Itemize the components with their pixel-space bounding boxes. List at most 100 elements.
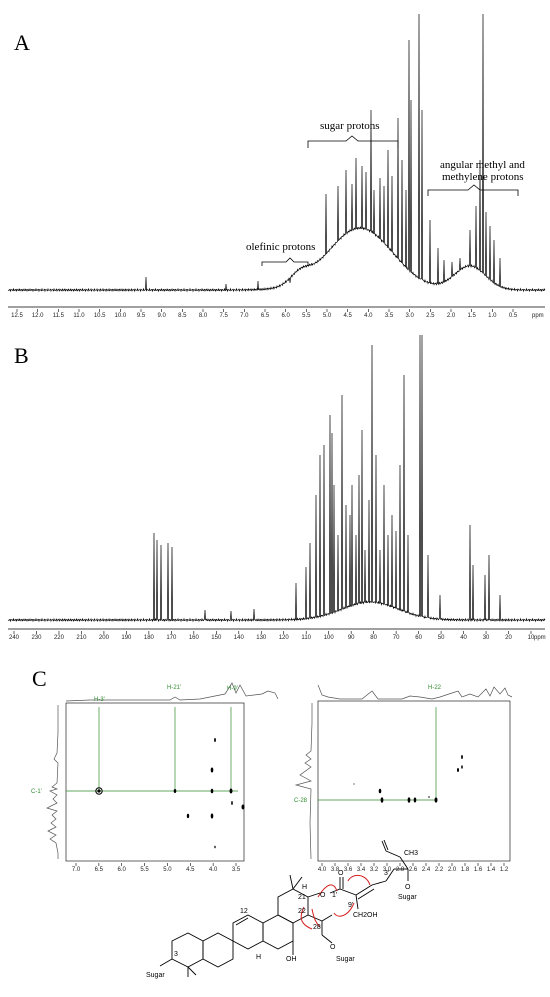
axis-tick-label: 6.0 (118, 867, 127, 873)
axis-tick-label: 7.0 (240, 313, 249, 319)
axis-tick-label: 9.0 (157, 313, 166, 319)
panel-b-spectrum: 240 230 220 210 200 190 180 170 160 150 140 130 120 1… (7, 335, 546, 641)
axis-tick-label: 12.5 (11, 313, 23, 319)
axis-tick-label: 100 (324, 635, 335, 641)
axis-tick-label: 6.0 (281, 313, 290, 319)
axis-tick-label: 9.5 (137, 313, 146, 319)
axis-tick-label: 6.5 (261, 313, 270, 319)
axis-tick-label: 10.5 (94, 313, 106, 319)
axis-tick-label: 2.5 (426, 313, 435, 319)
axis-tick-label: 3.8 (331, 867, 340, 873)
chemical-structure (159, 839, 409, 977)
axis-tick-label: 10.0 (114, 313, 126, 319)
panel-c-label: C (32, 666, 47, 691)
angular-label-2: methylene protons (442, 171, 524, 183)
h22-label: H-22 (428, 685, 442, 691)
h9-label: H-9' (227, 686, 238, 692)
struct-sugar-side: Sugar (398, 894, 417, 901)
axis-tick-label: 40 (460, 635, 467, 641)
h-nmr-trace (7, 13, 546, 293)
struct-12: 12 (240, 908, 248, 915)
hmbc-left-plot: H-3' H-21' H-9' C-1' 7.0 6.5 6.0 5.5 5.0 4.5 4… (31, 682, 279, 873)
struct-o-sugar-side: O (405, 884, 411, 891)
axis-tick-label: 2.4 (422, 867, 431, 873)
axis-tick-label: 1.4 (487, 867, 496, 873)
axis-tick-label: 2.0 (448, 867, 457, 873)
axis-tick-label: 1.6 (474, 867, 483, 873)
axis-unit-label: ppm (534, 635, 546, 641)
axis-tick-label: 30 (483, 635, 490, 641)
olefinic-label: olefinic protons (246, 241, 315, 253)
axis-tick-label: 110 (301, 635, 311, 641)
axis-tick-label: 8.5 (178, 313, 187, 319)
axis-tick-label: 3.2 (370, 867, 379, 873)
panel-a: A 12.5 12.0 11.5 11.0 10.5 10.0 9.5 9.0 8.5 8.0 7.… (0, 0, 550, 335)
axis-tick-label: 4.0 (364, 313, 373, 319)
axis-tick-label: 90 (348, 635, 355, 641)
struct-9prime: 9' (348, 902, 353, 909)
axis-tick-label: 0.5 (509, 313, 518, 319)
struct-21: 21 (298, 894, 306, 901)
hmbc-spectra: H-3' H-21' H-9' C-1' 7.0 6.5 6.0 5.5 5.0 4.5 4… (31, 682, 513, 979)
axis-tick-label: 3.0 (405, 313, 414, 319)
olefinic-bracket (261, 257, 309, 266)
c-nmr-trace (7, 335, 546, 623)
axis-tick-label: 2.8 (396, 867, 405, 873)
struct-o-carbonyl: O (338, 870, 344, 877)
axis-tick-label: 120 (279, 635, 290, 641)
axis-tick-label: 60 (415, 635, 422, 641)
panel-b-label: B (14, 343, 29, 368)
hmbc-right-plot: H-22 C-28 4.0 3.8 3.6 3.4 3.2 3.0 2.8 2.6 2.4 2.2… (294, 684, 513, 873)
axis-tick-label: 4.0 (209, 867, 218, 873)
struct-ch3: CH3 (404, 850, 418, 857)
axis-tick-label: 160 (189, 635, 200, 641)
angular-bracket (427, 184, 519, 196)
sugar-bracket (307, 135, 399, 148)
axis-tick-label: 5.5 (140, 867, 149, 873)
c28-label: C-28 (294, 798, 308, 804)
axis-tick-label: 130 (256, 635, 267, 641)
c1-label: C-1' (31, 789, 42, 795)
axis-tick-label: 7.0 (72, 867, 81, 873)
axis-tick-label: 20 (505, 635, 512, 641)
axis-tick-label: 5.0 (323, 313, 332, 319)
axis-unit-label: ppm (532, 313, 544, 319)
axis-tick-label: 210 (76, 635, 87, 641)
axis-tick-label: 6.5 (95, 867, 104, 873)
struct-h-top: H (302, 884, 307, 891)
struct-o-28: O (330, 944, 336, 951)
axis-tick-label: 5.5 (302, 313, 311, 319)
struct-oh: OH (286, 956, 297, 963)
axis-tick-label: 1.0 (488, 313, 497, 319)
struct-h-bottom: H (256, 954, 261, 961)
axis-tick-label: 4.5 (343, 313, 352, 319)
axis-tick-label: 2.0 (447, 313, 456, 319)
struct-sugar-3: Sugar (146, 972, 165, 979)
struct-o-ester: O (320, 892, 326, 899)
struct-sugar-28: Sugar (336, 956, 355, 963)
axis-tick-label: 3.5 (385, 313, 394, 319)
axis-tick-label: 5.0 (163, 867, 172, 873)
panel-b: B 240 230 220 210 200 190 180 170 160 150 140 130 12… (0, 335, 550, 670)
axis-tick-label: 230 (31, 635, 42, 641)
axis-tick-label: 3.0 (383, 867, 392, 873)
axis-tick-label: 1.5 (467, 313, 476, 319)
struct-ch2oh: CH2OH (353, 912, 378, 919)
panel-a-label: A (14, 30, 30, 55)
axis-tick-label: 7.5 (219, 313, 228, 319)
axis-tick-label: 70 (393, 635, 400, 641)
axis-tick-label: 2.2 (435, 867, 444, 873)
axis-tick-label: 1.2 (500, 867, 509, 873)
axis-tick-label: 240 (9, 635, 20, 641)
h3-label: H-3' (94, 697, 105, 703)
h21-label: H-21' (167, 685, 181, 691)
hmbc-arrows (300, 875, 371, 930)
axis-tick-label: 190 (121, 635, 132, 641)
struct-22: 22 (298, 908, 306, 915)
axis-tick-label: 3.4 (357, 867, 366, 873)
struct-28: 28 (313, 924, 321, 931)
axis-tick-label: 12.0 (32, 313, 44, 319)
axis-tick-label: 200 (99, 635, 110, 641)
axis-tick-label: 2.6 (409, 867, 418, 873)
axis-tick-label: 140 (234, 635, 245, 641)
